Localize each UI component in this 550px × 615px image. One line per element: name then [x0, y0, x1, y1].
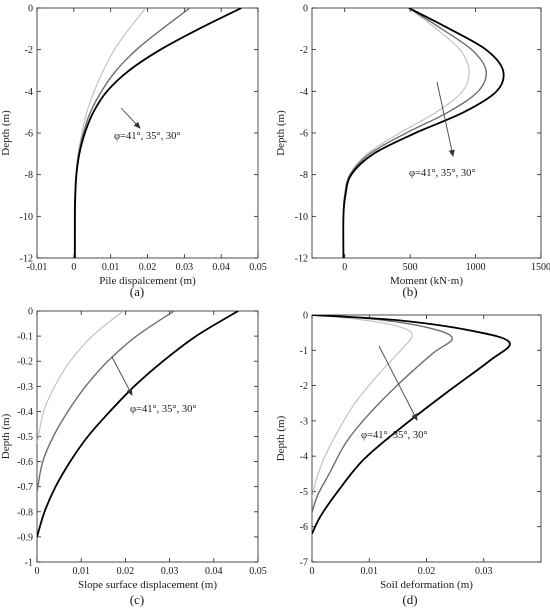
y-tick-label: -2: [300, 45, 308, 56]
panel-label: (b): [402, 284, 417, 299]
x-tick-label: 0.01: [72, 566, 90, 577]
x-tick-label: 0.02: [117, 566, 135, 577]
y-axis-label: Depth (m): [275, 110, 287, 156]
x-axis-label: Soil deformation (m): [380, 579, 473, 591]
panel-label: (c): [130, 592, 144, 607]
trend-arrow: [378, 345, 418, 421]
panel-label: (d): [402, 592, 417, 607]
x-tick-label: 0.03: [161, 566, 179, 577]
series-line-3: [74, 8, 242, 258]
annotation-label: φ=41°, 35°, 30°: [130, 404, 197, 415]
y-tick-label: -3: [300, 416, 308, 427]
plot-frame: [311, 7, 542, 259]
y-axis-label: Depth (m): [0, 110, 12, 156]
x-tick-label: 0.04: [212, 262, 230, 273]
y-tick-label: -0.4: [17, 407, 33, 418]
x-tick-label: 0: [310, 566, 315, 577]
x-tick-label: -0.01: [27, 262, 48, 273]
panel-label: (a): [130, 284, 144, 299]
x-tick-label: 0: [35, 566, 40, 577]
x-tick-label: 0.03: [176, 262, 194, 273]
x-tick-label: 0.02: [418, 566, 436, 577]
x-axis-label: Slope surface displacement (m): [78, 579, 217, 591]
x-tick-label: 500: [403, 262, 418, 273]
y-tick-label: -2: [25, 45, 33, 56]
plot-frame: [36, 310, 259, 563]
y-tick-label: -8: [25, 170, 33, 181]
series-line-3: [312, 315, 511, 535]
annotation-label: φ=41°, 35°, 30°: [409, 168, 476, 179]
y-tick-label: -0.9: [17, 532, 33, 543]
y-tick-label: 0: [303, 311, 308, 322]
series-line-3: [37, 311, 239, 538]
y-axis-label: Depth (m): [0, 413, 12, 459]
x-tick-label: 0.03: [475, 566, 493, 577]
series-line-3: [342, 8, 505, 258]
y-tick-label: -4: [300, 452, 308, 463]
y-tick-label: -6: [25, 129, 33, 140]
y-tick-label: -1: [25, 558, 33, 569]
x-axis-label: Moment (kN·m): [390, 275, 463, 287]
chart-panel-4: 0 0.01 0.02 0.03 0 -1 -2 -3 -4 -5 -6 -7 Soil deforma…: [275, 311, 542, 607]
x-tick-label: 0.04: [205, 566, 223, 577]
x-axis-label: Pile dispalcement (m): [99, 275, 196, 287]
trend-arrow: [111, 356, 133, 396]
y-tick-label: 0: [303, 4, 308, 15]
y-tick-label: -0.3: [17, 382, 33, 393]
y-axis-label: Depth (m): [275, 415, 287, 461]
x-tick-label: 0.02: [139, 262, 157, 273]
y-tick-label: -6: [300, 522, 308, 533]
y-tick-label: -12: [295, 254, 308, 265]
x-tick-label: 0.01: [102, 262, 120, 273]
y-tick-label: -0.2: [17, 357, 33, 368]
x-tick-label: 0.05: [249, 262, 267, 273]
y-tick-label: -5: [300, 487, 308, 498]
series-line-2: [312, 315, 453, 513]
y-tick-label: -2: [300, 381, 308, 392]
y-tick-label: -4: [25, 87, 33, 98]
y-tick-label: -0.7: [17, 482, 33, 493]
y-tick-label: -8: [300, 170, 308, 181]
y-tick-label: -4: [300, 87, 308, 98]
y-tick-label: -0.5: [17, 432, 33, 443]
series-line-1: [37, 311, 124, 445]
y-tick-label: -1: [300, 346, 308, 357]
y-tick-label: -0.1: [17, 332, 33, 343]
y-tick-label: -7: [300, 558, 308, 569]
y-tick-label: -0.8: [17, 507, 33, 518]
y-tick-label: -6: [300, 129, 308, 140]
trend-arrow: [120, 107, 141, 129]
annotation-label: φ=41°, 35°, 30°: [361, 430, 428, 441]
y-tick-label: -0.6: [17, 457, 33, 468]
chart-panel-1: -0.01 0 0.01 0.02 0.03 0.04 0.05 0 -2 -4 -6 -8 -10 -1…: [0, 4, 267, 300]
annotation-label: φ=41°, 35°, 30°: [114, 131, 181, 142]
x-tick-label: 1000: [466, 262, 486, 273]
y-tick-label: 0: [28, 4, 33, 15]
y-tick-label: 0: [28, 307, 33, 318]
y-tick-label: -10: [20, 212, 33, 223]
x-tick-label: 0.05: [249, 566, 267, 577]
chart-panel-3: 0 0.01 0.02 0.03 0.04 0.05 0 -0.1 -0.2 -0.3 -0.4 -0…: [0, 307, 267, 608]
x-tick-label: 0: [71, 262, 76, 273]
x-tick-label: 1500: [531, 262, 550, 273]
y-tick-label: -12: [20, 254, 33, 265]
trend-arrow: [436, 81, 455, 157]
series-line-1: [312, 315, 413, 499]
series-line-2: [37, 311, 175, 492]
x-tick-label: 0.01: [361, 566, 379, 577]
chart-panel-2: 0 500 1000 1500 0 -2 -4 -6 -8 -10 -12 Moment (kN·m)…: [275, 4, 550, 300]
y-tick-label: -10: [295, 212, 308, 223]
x-tick-label: 0: [342, 262, 347, 273]
